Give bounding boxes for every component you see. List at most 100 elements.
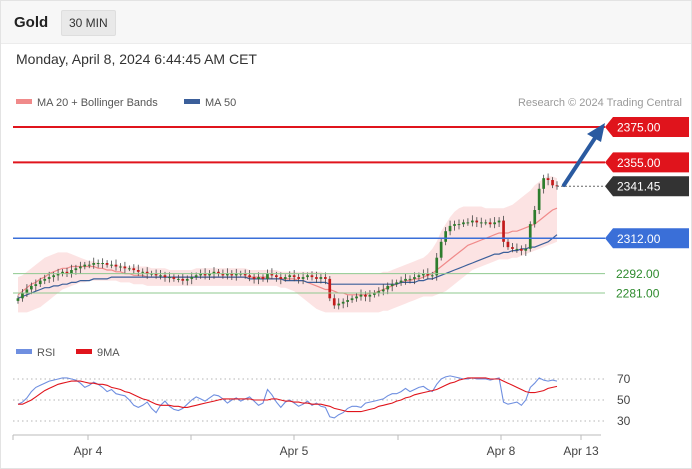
rsi-ma-legend-swatch bbox=[76, 349, 92, 354]
ma20-legend-label: MA 20 + Bollinger Bands bbox=[37, 97, 158, 109]
candle-body bbox=[96, 263, 100, 264]
candle-body bbox=[172, 277, 176, 279]
candle-body bbox=[324, 277, 327, 279]
candle bbox=[377, 287, 381, 297]
candle-body bbox=[154, 273, 158, 276]
candle bbox=[83, 261, 87, 270]
candle-body bbox=[16, 298, 20, 301]
candle-body bbox=[194, 275, 198, 278]
candle bbox=[324, 272, 327, 285]
candle bbox=[177, 274, 180, 283]
candle bbox=[61, 268, 64, 277]
timeframe-badge[interactable]: 30 MIN bbox=[61, 10, 116, 36]
candle bbox=[511, 243, 514, 253]
candle-body bbox=[56, 273, 60, 276]
candle bbox=[493, 217, 496, 229]
level-tag-resistance: 2355.00 bbox=[605, 152, 689, 173]
x-axis-label: Apr 13 bbox=[563, 444, 599, 458]
candle-body bbox=[502, 220, 505, 242]
candle-body bbox=[551, 180, 554, 186]
level-tag-resistance: 2375.00 bbox=[605, 117, 689, 137]
candle bbox=[350, 295, 354, 303]
rsi-panel: 70 50 30 bbox=[13, 372, 631, 428]
candle bbox=[310, 271, 314, 281]
rsi-ma-legend-label: 9MA bbox=[97, 347, 120, 359]
rsi-ma-line bbox=[18, 377, 558, 413]
candle bbox=[38, 277, 42, 287]
candle bbox=[475, 217, 479, 228]
candle-body bbox=[484, 222, 488, 224]
candle bbox=[386, 282, 390, 295]
candle-body bbox=[208, 273, 211, 276]
candle-body bbox=[123, 266, 127, 269]
candle bbox=[230, 270, 234, 281]
candle bbox=[542, 174, 545, 194]
candle bbox=[524, 244, 528, 256]
candle bbox=[373, 290, 376, 298]
candle bbox=[368, 290, 372, 302]
candle-body bbox=[479, 222, 483, 224]
candle-body bbox=[390, 284, 394, 286]
level-tags: 2375.00 2355.00 2341.45 2312.00 2292.00 2281.… bbox=[605, 117, 689, 301]
level-tag-shape bbox=[605, 228, 689, 249]
rsi-legend-swatch bbox=[16, 349, 32, 354]
candle-body bbox=[444, 231, 447, 242]
candle bbox=[515, 243, 519, 253]
candle-body bbox=[203, 273, 207, 276]
candle-body bbox=[185, 278, 189, 281]
candle-body bbox=[520, 248, 523, 251]
candle bbox=[537, 183, 541, 215]
candle-body bbox=[163, 275, 167, 278]
candle bbox=[337, 298, 341, 310]
candle bbox=[502, 215, 505, 248]
level-tag-shape bbox=[605, 176, 689, 197]
ma20-line bbox=[17, 207, 558, 296]
candle-body bbox=[190, 277, 194, 279]
candle bbox=[404, 273, 407, 285]
candle bbox=[346, 295, 349, 308]
candle-body bbox=[136, 270, 140, 272]
candle-body bbox=[462, 222, 465, 225]
candle bbox=[92, 257, 96, 269]
level-tag-label: 2341.45 bbox=[617, 180, 661, 194]
candle bbox=[212, 267, 216, 279]
candle bbox=[261, 274, 265, 282]
candle-body bbox=[506, 241, 510, 248]
level-label-support: 2281.00 bbox=[616, 287, 660, 301]
candle-body bbox=[257, 277, 260, 279]
candle-body bbox=[87, 264, 91, 266]
candle-body bbox=[297, 277, 300, 279]
candle bbox=[355, 292, 358, 302]
candle-body bbox=[65, 271, 69, 274]
level-tag-current: 2341.45 bbox=[605, 176, 689, 197]
candle bbox=[497, 217, 501, 228]
candle bbox=[279, 272, 283, 285]
candle bbox=[141, 268, 145, 277]
candle bbox=[546, 173, 550, 186]
x-axis-label: Apr 8 bbox=[487, 444, 516, 458]
candle-body bbox=[350, 298, 354, 301]
candle-body bbox=[368, 294, 372, 297]
candle bbox=[243, 269, 247, 279]
candle bbox=[288, 271, 292, 281]
candle-body bbox=[101, 263, 104, 264]
candle bbox=[168, 272, 171, 283]
candle-body bbox=[533, 210, 537, 225]
price-area bbox=[17, 176, 558, 313]
candle-body bbox=[319, 277, 323, 279]
ma50-legend-label: MA 50 bbox=[205, 97, 236, 109]
candle-body bbox=[47, 277, 51, 279]
candle-body bbox=[70, 270, 73, 274]
level-tag-pivot: 2312.00 bbox=[605, 228, 689, 249]
candle-body bbox=[511, 247, 514, 249]
candle bbox=[221, 269, 225, 279]
candle-body bbox=[488, 222, 492, 225]
candle bbox=[257, 272, 260, 285]
x-axis: Apr 4 Apr 5 Apr 8 Apr 13 bbox=[12, 435, 599, 458]
candle-body bbox=[92, 263, 96, 265]
bollinger-band bbox=[18, 176, 557, 313]
candle-body bbox=[25, 289, 29, 293]
candle-body bbox=[332, 298, 336, 306]
candle bbox=[266, 269, 269, 283]
candle bbox=[484, 219, 488, 226]
